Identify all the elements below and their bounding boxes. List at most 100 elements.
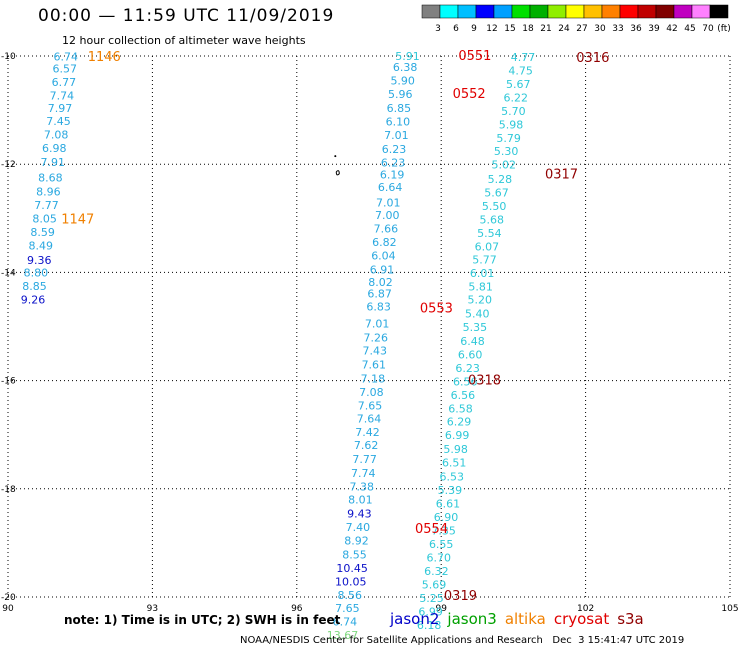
wave-height-value: 7.08	[359, 386, 384, 399]
map-subtitle: 12 hour collection of altimeter wave hei…	[62, 34, 306, 47]
wave-height-value: 5.98	[443, 443, 468, 456]
wave-height-value: 5.50	[482, 200, 507, 213]
wave-height-value: 6.83	[366, 300, 391, 313]
wave-height-value: 5.98	[499, 119, 524, 132]
wave-height-value: 8.02	[368, 276, 393, 289]
wave-height-value: 7.66	[374, 223, 399, 236]
color-scale-tick: 33	[612, 24, 623, 34]
wave-height-value: 6.56	[453, 376, 478, 389]
latitude-label: -12	[1, 160, 16, 170]
wave-height-value: 7.91	[41, 156, 66, 169]
color-scale-tick: 3	[435, 24, 441, 34]
wave-height-value: 10.45	[336, 562, 368, 575]
satellite-legend-item: s3a	[617, 610, 644, 628]
wave-height-value: 5.96	[388, 88, 413, 101]
satellite-legend-item: cryosat	[553, 610, 610, 628]
longitude-label: 93	[147, 604, 158, 614]
wave-height-value: 6.56	[451, 389, 476, 402]
wave-height-value: 5.39	[438, 484, 463, 497]
pass-time-label: 0319	[444, 589, 477, 604]
wave-height-value: 9.36	[27, 254, 52, 267]
wave-height-value: 5.70	[501, 105, 526, 118]
pass-time-label: 0317	[545, 167, 578, 182]
satellite-legend-item: jason2	[390, 610, 440, 628]
wave-height-value: 6.90	[434, 511, 459, 524]
wave-height-value: 7.01	[365, 317, 390, 330]
latitude-label: -14	[1, 268, 16, 278]
wave-height-value: 6.87	[367, 287, 392, 300]
wave-height-value: 8.55	[342, 548, 367, 561]
color-scale-tick: 12	[486, 24, 497, 34]
wave-height-value: 6.55	[429, 538, 454, 551]
wave-height-value: 6.99	[445, 429, 470, 442]
pass-time-label: 1147	[61, 212, 94, 227]
wave-height-value: 5.30	[494, 145, 519, 158]
wave-height-value: 7.64	[357, 412, 382, 425]
wave-height-value: 5.20	[467, 293, 492, 306]
wave-height-value: 7.97	[48, 102, 73, 115]
wave-height-value: 5.91	[395, 50, 420, 63]
latitude-label: -20	[1, 593, 16, 603]
pass-time-label: 0318	[468, 374, 501, 389]
color-scale-tick: 42	[666, 24, 677, 34]
wave-height-value: 7.35	[431, 524, 456, 537]
pass-time-label: 0316	[576, 51, 609, 66]
color-scale-unit: (ft)	[717, 24, 731, 34]
wave-height-value: 8.85	[22, 280, 47, 293]
satellite-legend-item: jason3	[447, 610, 497, 628]
wave-height-value: 13.67	[327, 629, 359, 642]
wave-height-value: 5.68	[479, 213, 504, 226]
wave-height-value: 6.23	[381, 157, 406, 170]
wave-height-value: 6.19	[380, 168, 405, 181]
wave-height-value: 7.42	[355, 426, 380, 439]
wave-height-value: 5.54	[477, 227, 502, 240]
wave-height-value: 6.91	[370, 264, 395, 277]
wave-height-value: 7.77	[352, 453, 377, 466]
wave-height-value: 7.62	[354, 439, 379, 452]
latitude-label: -18	[1, 485, 16, 495]
wave-height-value: 6.82	[372, 236, 397, 249]
wave-height-value: 5.77	[472, 253, 497, 266]
wave-height-value: 6.58	[448, 403, 473, 416]
wave-height-value: 5.69	[422, 579, 447, 592]
wave-height-value: 8.01	[348, 494, 373, 507]
wave-height-value: 7.74	[50, 89, 75, 102]
wave-height-value: 6.60	[458, 349, 483, 362]
satellite-legend-item: altika	[504, 610, 546, 628]
wave-height-value: 6.18	[417, 619, 442, 632]
wave-height-value: 7.38	[350, 481, 375, 494]
wave-height-value: 9.43	[347, 508, 372, 521]
wave-height-value: 7.74	[351, 467, 376, 480]
pass-time-label: 0552	[453, 87, 486, 102]
wave-height-value: 5.67	[484, 186, 509, 199]
wave-height-value: 6.04	[371, 250, 396, 263]
wave-height-value: 6.85	[387, 102, 412, 115]
color-scale-box	[709, 4, 729, 19]
longitude-label: 96	[291, 604, 303, 614]
latitude-label: -10	[1, 52, 16, 62]
latitude-label: -16	[1, 377, 16, 387]
wave-height-value: 7.01	[384, 129, 409, 142]
wave-height-value: 5.67	[506, 78, 531, 91]
wave-height-value: 8.56	[337, 589, 362, 602]
wave-height-value: 6.77	[52, 76, 77, 89]
wave-height-value: 7.65	[335, 602, 360, 615]
wave-height-value: 10.05	[335, 575, 367, 588]
color-scale-tick: 36	[630, 24, 642, 34]
wave-height-value: 6.29	[447, 416, 472, 429]
wave-height-value: 8.05	[32, 212, 57, 225]
color-scale-tick: 9	[471, 24, 477, 34]
longitude-label: 102	[577, 604, 594, 614]
wave-height-value: 7.45	[46, 115, 71, 128]
wave-height-value: 6.01	[470, 267, 495, 280]
island-mark	[335, 170, 340, 176]
wave-height-value: 6.22	[504, 92, 529, 105]
color-scale-tick: 18	[522, 24, 534, 34]
longitude-label: 90	[2, 604, 14, 614]
footer-credit: NOAA/NESDIS Center for Satellite Applica…	[240, 635, 685, 646]
wave-height-value: 6.74	[333, 615, 358, 628]
wave-height-value: 7.65	[358, 399, 383, 412]
pass-time-label: 1146	[88, 50, 121, 65]
pass-time-label: 0553	[420, 302, 453, 317]
